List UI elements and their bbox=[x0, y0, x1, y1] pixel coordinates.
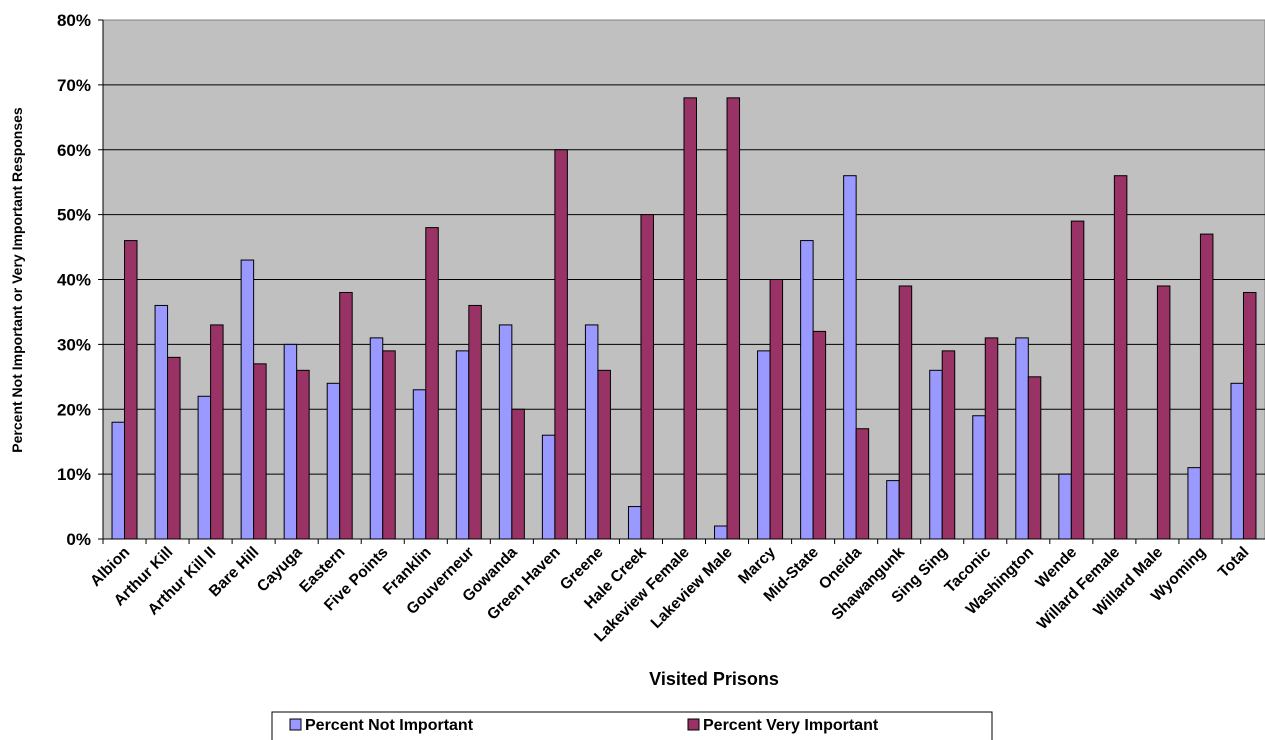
bar-not-important bbox=[412, 389, 427, 540]
bar-very-important bbox=[683, 97, 697, 540]
y-tick-label: 80% bbox=[57, 11, 91, 30]
bar-not-important bbox=[800, 240, 814, 540]
bar-very-important bbox=[210, 324, 224, 540]
bar-not-important bbox=[455, 350, 470, 540]
bar-not-important bbox=[843, 175, 857, 540]
bar-very-important bbox=[640, 214, 654, 540]
legend-box bbox=[271, 711, 993, 740]
bar-not-important bbox=[154, 304, 169, 540]
y-axis-title: Percent Not Important or Very Important … bbox=[9, 107, 25, 453]
legend-swatch-not-important bbox=[289, 718, 302, 731]
x-tick-label: Cayuga bbox=[254, 544, 306, 596]
y-tick-label: 10% bbox=[57, 465, 91, 484]
y-tick-label: 60% bbox=[57, 141, 91, 160]
bar-very-important bbox=[941, 350, 956, 540]
y-tick-label: 50% bbox=[57, 206, 91, 225]
bar-not-important bbox=[197, 395, 212, 540]
y-tick-label: 30% bbox=[57, 335, 91, 354]
bar-very-important bbox=[726, 97, 741, 540]
y-tick-label: 70% bbox=[57, 76, 91, 95]
bar-not-important bbox=[1187, 467, 1201, 540]
y-tick-label: 40% bbox=[57, 271, 91, 290]
legend-label-very-important: Percent Very Important bbox=[703, 717, 879, 734]
bar-very-important bbox=[769, 279, 784, 540]
bar-very-important bbox=[468, 304, 482, 540]
bar-very-important bbox=[124, 240, 138, 540]
bar-very-important bbox=[1199, 233, 1214, 540]
x-tick-label: Lakeview Male bbox=[648, 544, 736, 632]
bar-very-important bbox=[984, 337, 999, 540]
y-tick-label: 20% bbox=[57, 400, 91, 419]
bar-not-important bbox=[972, 415, 986, 540]
bar-not-important bbox=[283, 343, 298, 540]
bar-not-important bbox=[1015, 337, 1029, 540]
bar-very-important bbox=[554, 149, 568, 540]
bar-very-important bbox=[167, 356, 181, 540]
bar-not-important bbox=[584, 324, 599, 540]
bar-very-important bbox=[597, 369, 611, 540]
y-tick-label: 0% bbox=[66, 530, 91, 549]
bar-not-important bbox=[111, 421, 126, 540]
bar-very-important bbox=[855, 428, 870, 540]
bar-not-important bbox=[627, 506, 642, 540]
bar-not-important bbox=[326, 382, 341, 540]
x-axis-title: Visited Prisons bbox=[649, 669, 779, 689]
bar-very-important bbox=[511, 408, 525, 540]
bar-very-important bbox=[1027, 376, 1042, 540]
bar-very-important bbox=[1070, 220, 1085, 540]
bars bbox=[111, 97, 1257, 540]
bar-very-important bbox=[253, 363, 267, 540]
bar-very-important bbox=[425, 227, 439, 540]
bar-not-important bbox=[929, 369, 943, 540]
bar-not-important bbox=[369, 337, 384, 540]
bar-very-important bbox=[1156, 285, 1171, 540]
bar-not-important bbox=[498, 324, 513, 540]
legend: Percent Not Important Percent Very Impor… bbox=[271, 711, 993, 740]
bar-very-important bbox=[382, 350, 396, 540]
bar-not-important bbox=[757, 350, 771, 540]
legend-label-not-important: Percent Not Important bbox=[305, 717, 474, 734]
bar-not-important bbox=[886, 480, 900, 540]
bar-very-important bbox=[1113, 175, 1128, 540]
legend-swatch-very-important bbox=[687, 718, 700, 731]
bar-very-important bbox=[898, 285, 913, 540]
y-axis-ticks: 0% 10% 20% 30% 40% 50% 60% 70% 80% bbox=[57, 11, 103, 549]
bar-very-important bbox=[296, 369, 310, 540]
bar-not-important bbox=[714, 525, 728, 540]
x-tick-label: Total bbox=[1215, 544, 1252, 581]
bar-not-important bbox=[541, 434, 556, 540]
bar-very-important bbox=[339, 291, 353, 540]
bar-not-important bbox=[240, 259, 255, 540]
bar-not-important bbox=[1058, 473, 1072, 540]
bar-not-important bbox=[1230, 382, 1244, 540]
bar-very-important bbox=[1242, 291, 1257, 540]
bar-very-important bbox=[812, 330, 827, 540]
